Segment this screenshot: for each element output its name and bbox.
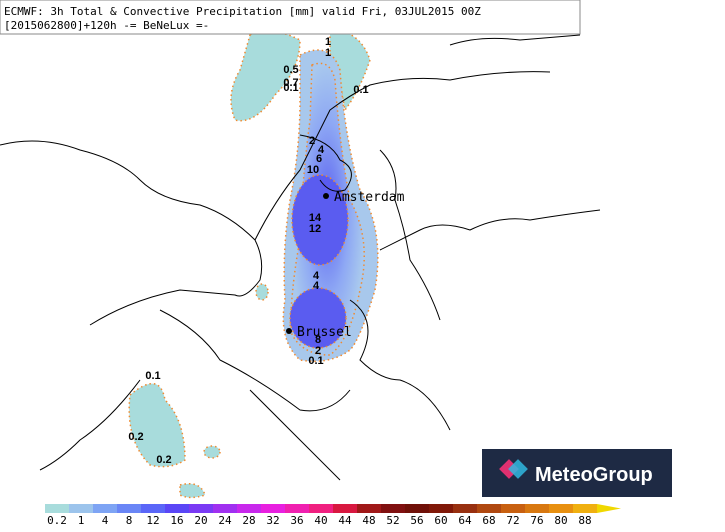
colorbar-label: 88 <box>578 514 591 527</box>
colorbar-label: 60 <box>434 514 447 527</box>
contour-label: 4 <box>318 144 325 156</box>
colorbar-swatch <box>501 504 525 513</box>
colorbar-swatch <box>549 504 573 513</box>
colorbar-swatch <box>165 504 189 513</box>
colorbar-swatch <box>117 504 141 513</box>
contour-label: 0.1 <box>353 84 368 96</box>
colorbar-label: 72 <box>506 514 519 527</box>
colorbar-label: 28 <box>242 514 255 527</box>
colorbar-label: 52 <box>386 514 399 527</box>
contour-label: 4 <box>313 280 320 292</box>
colorbar-label: 1 <box>78 514 85 527</box>
colorbar-swatch <box>45 504 69 513</box>
city-dot <box>286 328 292 334</box>
colorbar-label: 16 <box>170 514 183 527</box>
contour-label: 4 <box>313 270 320 282</box>
colorbar-swatch <box>237 504 261 513</box>
colorbar-swatch <box>357 504 381 513</box>
colorbar-swatch <box>405 504 429 513</box>
colorbar-swatch <box>525 504 549 513</box>
colorbar-swatch <box>261 504 285 513</box>
colorbar-label: 48 <box>362 514 375 527</box>
contour-label: 0.7 <box>283 77 298 89</box>
colorbar-label: 24 <box>218 514 232 527</box>
colorbar-label: 0.2 <box>47 514 67 527</box>
contour-label: 2 <box>309 135 315 147</box>
contour-label: 1 <box>325 36 331 48</box>
colorbar-swatch <box>93 504 117 513</box>
colorbar-label: 32 <box>266 514 279 527</box>
precipitation <box>128 29 379 499</box>
colorbar-swatch <box>573 504 597 513</box>
contour-label: 10 <box>307 164 319 176</box>
colorbar-label: 44 <box>338 514 352 527</box>
colorbar-label: 20 <box>194 514 207 527</box>
contour-label: 0.2 <box>128 431 143 443</box>
colorbar-swatch <box>333 504 357 513</box>
colorbar-swatch <box>381 504 405 513</box>
colorbar-swatch <box>213 504 237 513</box>
colorbar-label: 36 <box>290 514 303 527</box>
contour-label: 8 <box>315 334 321 346</box>
contour-label: 0.1 <box>283 82 298 94</box>
header: ECMWF: 3h Total & Convective Precipitati… <box>0 0 581 35</box>
colorbar: 0.2 1 4 8 12 16 20 24 28 32 36 40 44 48 52 56 60 64 68 72 76… <box>45 504 621 527</box>
colorbar-label: 64 <box>458 514 472 527</box>
city-label: Amsterdam <box>334 190 405 205</box>
colorbar-arrow <box>597 504 621 513</box>
contour-label: 0.2 <box>156 454 171 466</box>
contour-label: 0.1 <box>145 370 160 382</box>
contour-label: 14 <box>309 212 322 224</box>
contour-label: 0.5 <box>283 64 298 76</box>
colorbar-swatch <box>309 504 333 513</box>
header-subtitle: [2015062800]+120h -= BeNeLux =- <box>4 19 209 32</box>
colorbar-label: 4 <box>102 514 109 527</box>
colorbar-swatch <box>285 504 309 513</box>
city-label: Brussel <box>297 325 352 340</box>
colorbar-label: 12 <box>146 514 159 527</box>
colorbar-label: 68 <box>482 514 495 527</box>
contour-label: 1 <box>325 47 331 59</box>
colorbar-label: 8 <box>126 514 133 527</box>
colorbar-swatch <box>429 504 453 513</box>
contour-label: 6 <box>316 153 322 165</box>
colorbar-label: 56 <box>410 514 423 527</box>
colorbar-label: 40 <box>314 514 327 527</box>
colorbar-swatch <box>477 504 501 513</box>
logo-text: MeteoGroup <box>535 464 653 486</box>
contour-label: 2 <box>315 345 321 357</box>
contour-label: 0.1 <box>308 355 323 367</box>
colorbar-swatch <box>189 504 213 513</box>
colorbar-swatch <box>453 504 477 513</box>
header-title: ECMWF: 3h Total & Convective Precipitati… <box>4 5 481 18</box>
city-dot <box>323 193 329 199</box>
colorbar-label: 76 <box>530 514 543 527</box>
colorbar-swatch <box>141 504 165 513</box>
colorbar-label: 80 <box>554 514 567 527</box>
colorbar-swatch <box>69 504 93 513</box>
coastlines-borders <box>0 34 601 481</box>
logo: MeteoGroup <box>482 449 672 497</box>
contour-label: 12 <box>309 223 321 235</box>
